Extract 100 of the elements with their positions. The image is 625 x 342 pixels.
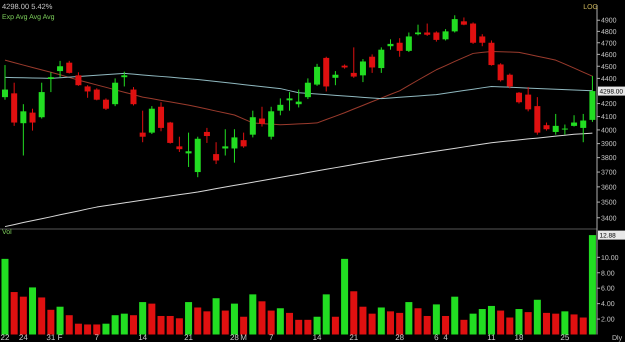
- bar: [396, 312, 404, 334]
- bar: [405, 302, 412, 334]
- bar: [158, 316, 165, 334]
- bar: [478, 309, 486, 334]
- candlestick: [213, 142, 220, 165]
- bar: [295, 320, 302, 334]
- bar: [368, 314, 376, 334]
- candlestick: [20, 104, 26, 156]
- candlestick: [240, 132, 247, 148]
- candlestick: [479, 34, 486, 47]
- bar: [314, 316, 321, 334]
- x-tick-label: 14: [138, 333, 148, 342]
- bar: [470, 314, 477, 334]
- bar: [588, 235, 596, 334]
- x-tick-label: 25: [560, 333, 570, 342]
- bar: [304, 320, 312, 334]
- candlestick: [277, 98, 284, 116]
- bar: [56, 306, 64, 334]
- bar: [249, 294, 256, 334]
- x-tick-label: 28: [230, 333, 240, 342]
- x-tick-label: 4: [443, 333, 448, 342]
- candlestick: [442, 28, 449, 41]
- bar: [286, 312, 294, 334]
- bar: [66, 315, 73, 334]
- candlestick: [433, 30, 440, 42]
- x-tick-label: 28: [395, 333, 405, 342]
- bar: [378, 307, 385, 334]
- candlestick: [516, 92, 522, 104]
- candlestick: [112, 78, 118, 107]
- candlestick: [48, 72, 54, 93]
- candlestick: [66, 60, 72, 74]
- bar: [93, 324, 100, 334]
- candlestick: [204, 127, 210, 144]
- x-tick-label: 21: [349, 333, 359, 342]
- candlestick: [580, 113, 586, 143]
- bar: [29, 287, 36, 334]
- bar: [10, 292, 18, 334]
- candlestick: [314, 63, 320, 86]
- line-series: [4, 132, 593, 228]
- candlestick: [470, 22, 476, 44]
- x-tick-label: 22: [0, 333, 10, 342]
- bar: [534, 300, 541, 334]
- candlestick: [102, 98, 109, 111]
- candlestick: [396, 38, 403, 58]
- candlestick: [258, 106, 265, 128]
- bar: [515, 309, 522, 334]
- bar: [322, 294, 330, 334]
- candlestick: [30, 108, 36, 132]
- candlestick: [452, 14, 458, 33]
- candlestick: [158, 102, 164, 132]
- bar: [84, 324, 92, 334]
- bar: [20, 296, 27, 334]
- candlestick: [140, 110, 146, 143]
- candlestick: [176, 136, 182, 152]
- bar: [432, 304, 440, 334]
- bar: [350, 291, 358, 334]
- bar: [258, 301, 266, 334]
- bar: [148, 304, 156, 334]
- bar: [212, 298, 220, 334]
- bar: [570, 314, 578, 334]
- x-tick-label: 31: [46, 333, 56, 342]
- candlestick: [231, 128, 238, 164]
- bar: [1, 258, 8, 334]
- bar: [276, 308, 284, 334]
- bar: [580, 318, 587, 334]
- bar: [561, 311, 568, 334]
- bar: [359, 306, 366, 334]
- bar: [38, 297, 46, 334]
- candlestick: [525, 86, 532, 112]
- candlestick: [488, 40, 494, 66]
- candlestick: [2, 64, 8, 100]
- x-tick-label: 18: [514, 333, 524, 342]
- x-tick-label: 21: [184, 333, 194, 342]
- candlestick: [286, 92, 293, 112]
- bar: [176, 318, 183, 334]
- x-tick-label: M: [240, 333, 248, 342]
- candlestick: [250, 110, 256, 138]
- bar: [341, 258, 348, 334]
- candlestick: [84, 84, 91, 98]
- candlestick: [94, 88, 100, 101]
- bar: [386, 311, 394, 334]
- candlestick: [571, 114, 578, 128]
- candlestick: [369, 54, 376, 74]
- x-tick-label: 11: [487, 333, 496, 342]
- bar: [451, 296, 458, 334]
- bar: [166, 316, 174, 334]
- bar: [424, 316, 431, 334]
- x-tick-label: 24: [18, 333, 28, 342]
- bar: [139, 302, 146, 334]
- bar: [74, 324, 82, 334]
- candlestick: [332, 70, 338, 86]
- candlestick: [506, 73, 513, 89]
- bar: [194, 307, 202, 334]
- candlestick: [304, 78, 311, 100]
- bar: [497, 310, 504, 334]
- candlestick: [148, 106, 155, 134]
- candlestick: [167, 121, 174, 144]
- bar: [332, 316, 339, 334]
- bar: [488, 306, 495, 334]
- x-tick-label: 14: [312, 333, 322, 342]
